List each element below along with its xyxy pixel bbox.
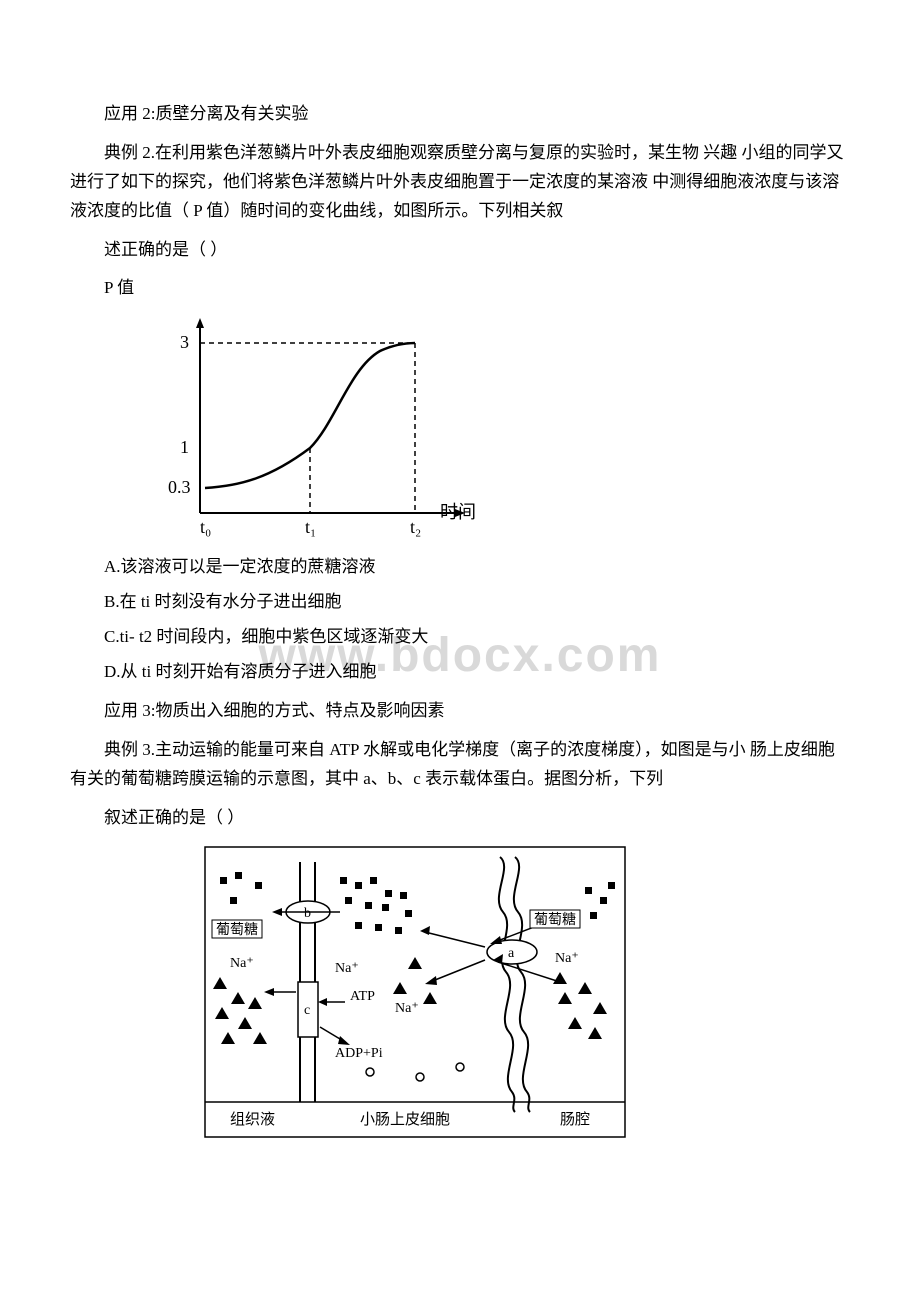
example-2-intro: 典例 2.在利用紫色洋葱鳞片叶外表皮细胞观察质壁分离与复原的实验时，某生物 兴趣… bbox=[70, 139, 850, 226]
ytick-1: 1 bbox=[180, 437, 189, 457]
na-cell-label-2: Na⁺ bbox=[395, 1001, 419, 1016]
application-2-title: 应用 2:质壁分离及有关实验 bbox=[70, 100, 850, 129]
glucose-right-label: 葡萄糖 bbox=[534, 912, 576, 928]
glucose-left-label: 葡萄糖 bbox=[216, 922, 258, 938]
carrier-c-label: c bbox=[304, 1003, 310, 1018]
option-2c: C.ti- t2 时间段内，细胞中紫色区域逐渐变大 bbox=[70, 623, 850, 652]
intestinal-lumen-label: 肠腔 bbox=[560, 1111, 590, 1128]
glucose-left-icons bbox=[220, 872, 262, 904]
example-3-intro: 典例 3.主动运输的能量可来自 ATP 水解或电化学梯度（离子的浓度梯度），如图… bbox=[70, 736, 850, 794]
carrier-a-label: a bbox=[508, 946, 515, 961]
option-2d: D.从 ti 时刻开始有溶质分子进入细胞 bbox=[70, 658, 850, 687]
atp-label: ATP bbox=[350, 989, 375, 1004]
ytick-03: 0.3 bbox=[168, 477, 191, 497]
glucose-cell-icons bbox=[340, 877, 412, 934]
carrier-b-label: b bbox=[304, 906, 311, 921]
option-2b: B.在 ti 时刻没有水分子进出细胞 bbox=[70, 588, 850, 617]
na-left-label: Na⁺ bbox=[230, 956, 254, 971]
na-tissue-icons bbox=[213, 977, 267, 1044]
xtick-t2: t₂ bbox=[410, 517, 421, 537]
membrane-transport-diagram: b c a bbox=[200, 842, 850, 1142]
xtick-t0: t₀ bbox=[200, 517, 211, 537]
na-cell-label: Na⁺ bbox=[335, 961, 359, 976]
p-value-chart: 3 1 0.3 t₀ t₁ t₂ 时间 bbox=[150, 313, 850, 543]
xtick-t1: t₁ bbox=[305, 517, 316, 537]
p-value-label: P 值 bbox=[70, 274, 850, 303]
tissue-fluid-label: 组织液 bbox=[230, 1111, 275, 1128]
x-axis-label: 时间 bbox=[440, 502, 476, 522]
adp-label: ADP+Pi bbox=[335, 1046, 383, 1061]
application-3-title: 应用 3:物质出入细胞的方式、特点及影响因素 bbox=[70, 697, 850, 726]
example-2-tail: 述正确的是（ ） bbox=[70, 236, 850, 265]
na-right-label: Na⁺ bbox=[555, 951, 579, 966]
na-lumen-icons bbox=[553, 972, 607, 1039]
example-3-tail: 叙述正确的是（ ） bbox=[70, 804, 850, 833]
ytick-3: 3 bbox=[180, 332, 189, 352]
glucose-lumen-icons bbox=[585, 882, 615, 919]
epithelial-cell-label: 小肠上皮细胞 bbox=[360, 1111, 450, 1128]
option-2a: A.该溶液可以是一定浓度的蔗糖溶液 bbox=[70, 553, 850, 582]
